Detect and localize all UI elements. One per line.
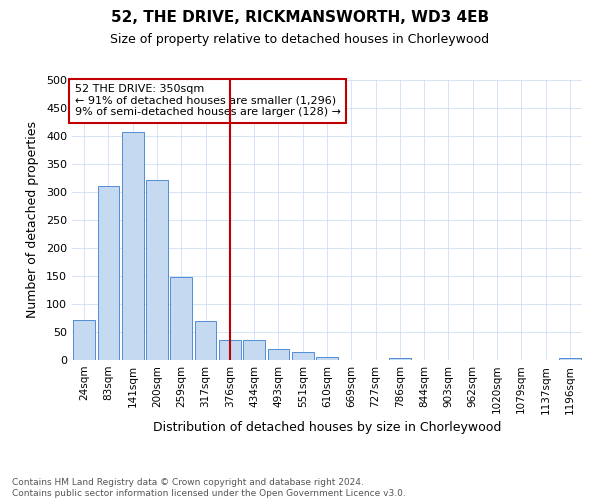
Bar <box>146 180 168 360</box>
Bar <box>73 320 95 360</box>
Bar <box>292 352 314 360</box>
Text: 52, THE DRIVE, RICKMANSWORTH, WD3 4EB: 52, THE DRIVE, RICKMANSWORTH, WD3 4EB <box>111 10 489 25</box>
Text: Size of property relative to detached houses in Chorleywood: Size of property relative to detached ho… <box>110 32 490 46</box>
Bar <box>559 358 581 360</box>
Bar <box>122 132 143 360</box>
Bar <box>97 186 119 360</box>
X-axis label: Distribution of detached houses by size in Chorleywood: Distribution of detached houses by size … <box>153 420 501 434</box>
Bar <box>170 277 192 360</box>
Bar <box>194 322 217 360</box>
Text: Contains HM Land Registry data © Crown copyright and database right 2024.
Contai: Contains HM Land Registry data © Crown c… <box>12 478 406 498</box>
Y-axis label: Number of detached properties: Number of detached properties <box>26 122 39 318</box>
Text: 52 THE DRIVE: 350sqm
← 91% of detached houses are smaller (1,296)
9% of semi-det: 52 THE DRIVE: 350sqm ← 91% of detached h… <box>74 84 341 117</box>
Bar <box>268 349 289 360</box>
Bar <box>243 340 265 360</box>
Bar <box>316 356 338 360</box>
Bar <box>389 358 411 360</box>
Bar <box>219 340 241 360</box>
